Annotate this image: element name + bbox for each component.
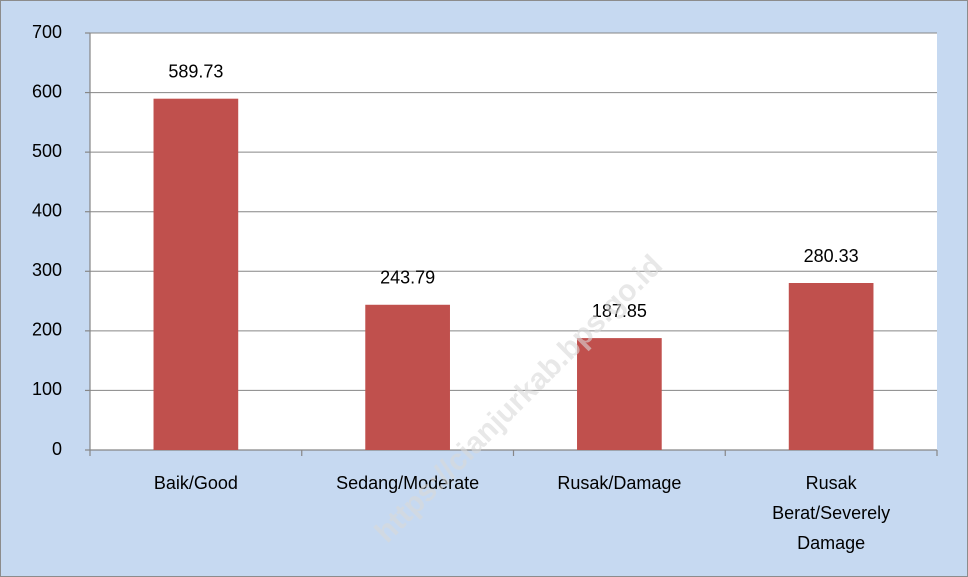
bar — [788, 283, 874, 450]
y-tick-label: 200 — [32, 320, 62, 340]
y-tick-label: 700 — [32, 22, 62, 42]
y-tick-label: 0 — [52, 439, 62, 459]
data-label: 243.79 — [380, 268, 435, 288]
y-tick-label: 400 — [32, 200, 62, 220]
data-label: 589.73 — [168, 61, 223, 81]
x-tick-label: Baik/Good — [154, 473, 238, 493]
x-tick-label: Rusak Berat/Severely Damage — [772, 473, 890, 553]
bar — [577, 338, 662, 450]
data-label: 187.85 — [592, 301, 647, 321]
x-tick-label: Rusak/Damage — [557, 473, 681, 493]
bar — [153, 98, 239, 450]
y-tick-label: 100 — [32, 379, 62, 399]
y-tick-label: 300 — [32, 260, 62, 280]
y-tick-label: 500 — [32, 141, 62, 161]
bar — [365, 304, 450, 450]
data-label: 280.33 — [804, 246, 859, 266]
y-tick-label: 600 — [32, 81, 62, 101]
x-tick-label: Sedang/Moderate — [336, 473, 479, 493]
